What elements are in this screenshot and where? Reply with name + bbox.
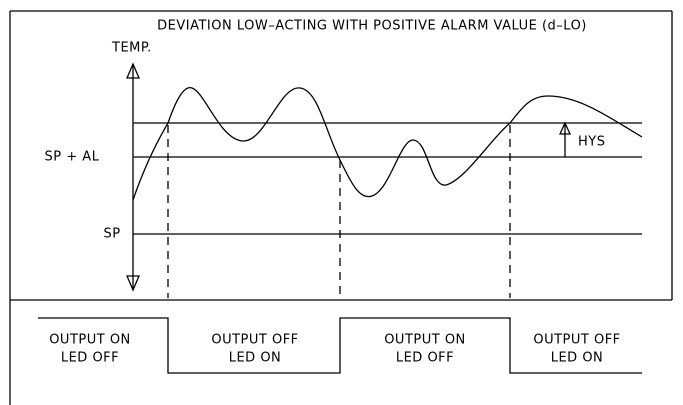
hysteresis-label: HYS (578, 135, 605, 150)
states: OUTPUT ON LED OFF OUTPUT OFF LED ON OUTP… (49, 333, 620, 366)
level-label: SP + AL (45, 150, 100, 165)
led-state: LED OFF (396, 351, 454, 366)
level-lines (133, 122, 642, 235)
level-label: SP (103, 227, 120, 242)
title: DEVIATION LOW–ACTING WITH POSITIVE ALARM… (157, 19, 587, 34)
frame (9, 10, 673, 405)
switch-lines (167, 125, 511, 298)
output-waveform (38, 317, 642, 374)
led-state: LED ON (551, 351, 604, 366)
output-state: OUTPUT OFF (533, 333, 620, 348)
output-state: OUTPUT ON (384, 333, 466, 348)
led-state: LED ON (229, 351, 282, 366)
temperature-curve (132, 87, 643, 201)
output-state: OUTPUT ON (49, 333, 131, 348)
axis (126, 62, 140, 292)
hysteresis-arrow (558, 121, 572, 157)
output-state: OUTPUT OFF (211, 333, 298, 348)
axis-label: TEMP. (111, 41, 152, 56)
led-state: LED OFF (61, 351, 119, 366)
